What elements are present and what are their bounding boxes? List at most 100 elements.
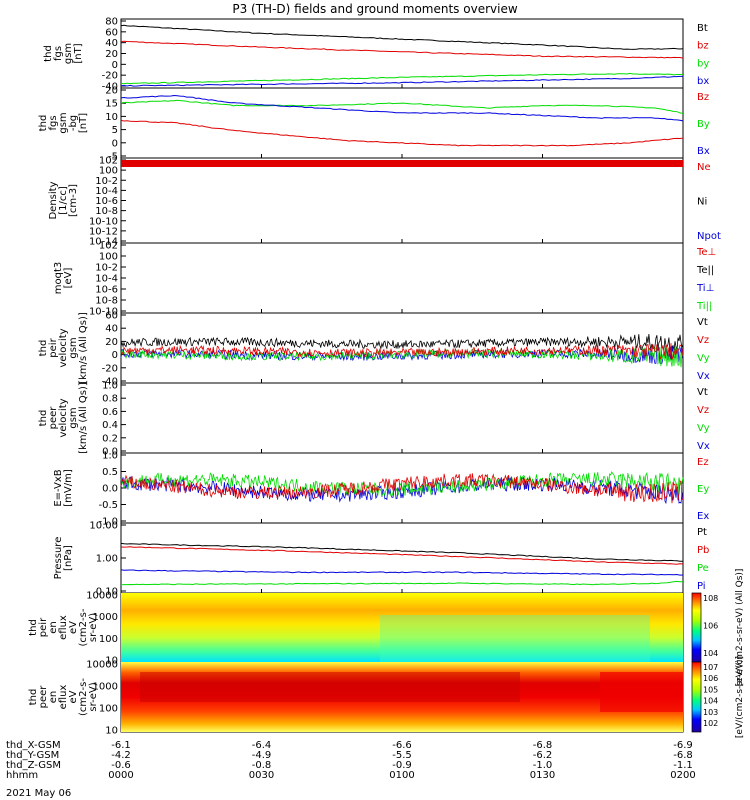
series-line-black	[120, 24, 684, 50]
colorbar-tick-label: 107	[703, 663, 718, 672]
colorbar-tick-label: 106	[703, 674, 718, 683]
peer-spectrogram-high-patch	[140, 672, 520, 702]
y-tick-label: 0.8	[102, 394, 118, 405]
series-line-red	[120, 40, 684, 59]
y-tick-label: 0	[112, 350, 118, 361]
y-axis-label-line: [nT]	[73, 43, 84, 63]
time-axis-value: 0030	[249, 770, 274, 781]
peir-colorbar	[691, 592, 702, 663]
y-tick-label: 5	[112, 125, 118, 136]
y-axis-label-line: [eV]	[63, 268, 74, 289]
density-saturated-band	[121, 160, 683, 167]
panel-efield: -1.0 -0.5 0.0 0.5 1.0 E=-VxB [mV/m] Ez Ey Ex	[53, 451, 709, 528]
legend-entry: Pb	[697, 545, 709, 556]
time-axis-value: -6.6	[392, 740, 412, 751]
legend-entry: Vx	[697, 371, 710, 382]
noise-trace-green	[120, 345, 684, 368]
y-axis-label-line: fgs	[53, 46, 64, 61]
y-axis-label-line: [km/s (All Qs)]	[78, 382, 89, 454]
colorbar-tick-label: 104	[703, 649, 718, 658]
y-tick-label: 0.5	[102, 467, 118, 478]
peer-spectrogram-late-patch	[600, 672, 683, 712]
legend-entry: Pe	[697, 563, 709, 574]
panel-frame	[120, 242, 684, 314]
panel-fgs_dsl: -5 0 5 10 15 20 thd fgs gsm -bg [nT] Bz By Bx	[38, 86, 710, 163]
legend-entry: Bz	[697, 92, 709, 103]
y-axis-label-line: sr-eV)	[88, 613, 99, 642]
colorbar-tick-label: 105	[703, 685, 718, 694]
panel-frame	[120, 522, 684, 594]
legend-entry: Vy	[697, 353, 710, 364]
legend-entry: Vz	[697, 405, 709, 416]
y-tick-label: 10	[105, 112, 118, 123]
legend-entry: Vx	[697, 441, 710, 452]
y-axis-label-line: Pressure	[53, 537, 64, 580]
y-axis-label-line: velocity	[58, 398, 69, 437]
legend-entry: Vt	[697, 387, 708, 398]
y-axis-label-line: peir	[38, 617, 49, 637]
y-tick-label: 0.0	[102, 484, 118, 495]
legend-entry: Te⊥	[696, 247, 716, 258]
legend-entry: Ni	[697, 197, 707, 208]
y-axis-label-line: thd	[38, 410, 49, 427]
y-tick-label: 10-6	[95, 285, 118, 296]
time-axis-value: -0.6	[111, 760, 131, 771]
time-axis-value: -4.2	[111, 750, 131, 761]
y-axis-label-line: peer	[38, 685, 49, 709]
legend-entry: Ne	[697, 162, 711, 173]
time-axis-value: -5.5	[392, 750, 412, 761]
y-axis-label-line: [mV/m]	[63, 469, 74, 507]
noise-traces	[120, 334, 684, 368]
colorbar-tick-label: 103	[703, 708, 718, 717]
y-axis-label-line: eflux	[58, 685, 69, 710]
time-axis-value: 0000	[108, 770, 133, 781]
panel-pressure: 0.10 1.00 10.00 Pressure [nPa] Pt Pb Pe Pi	[53, 521, 709, 598]
series-line-green	[120, 580, 683, 586]
time-axis-value: -0.8	[252, 760, 272, 771]
time-axis-value: -6.2	[533, 750, 553, 761]
y-axis-label-line: peer	[48, 406, 59, 430]
y-axis-label-line: peir	[48, 337, 59, 357]
time-axis-value: 0130	[530, 770, 555, 781]
time-axis-value: 0100	[389, 770, 414, 781]
y-tick-label: 15	[105, 99, 118, 110]
y-axis-label-line: [nPa]	[63, 545, 74, 571]
series-line-black	[120, 542, 684, 562]
series-line-green	[120, 99, 684, 114]
y-tick-label: 10000	[86, 660, 118, 671]
y-axis-label-line: (cm2-s-	[78, 678, 89, 716]
y-axis-label-line: sr-eV)	[88, 682, 99, 711]
y-axis-label-line: en	[48, 691, 59, 704]
legend-entry: Ti⊥	[696, 283, 714, 294]
peir-spectrogram-lowdens-patch	[380, 615, 650, 662]
panel-frame	[120, 312, 684, 384]
y-tick-label: 10.00	[89, 521, 118, 532]
y-axis-label-line: thd	[38, 115, 49, 132]
time-axis-row-label: thd_Z-GSM	[6, 760, 61, 771]
panel-frame	[120, 87, 684, 159]
y-tick-label: -0.5	[98, 500, 118, 511]
series-line-blue	[120, 569, 684, 576]
peer-colorbar	[691, 661, 702, 733]
y-tick-label: 0	[112, 60, 118, 71]
time-axis-value: -1.1	[673, 760, 693, 771]
y-tick-label: 20	[105, 49, 118, 60]
time-axis-row-label: thd_Y-GSM	[6, 750, 59, 761]
overlays-group	[121, 160, 702, 733]
y-tick-label: 10-10	[89, 216, 118, 227]
time-axis-value: -6.9	[673, 740, 693, 751]
noise-trace-black	[120, 334, 684, 352]
y-tick-label: 0.2	[102, 433, 118, 444]
y-axis-label-line: thd	[28, 619, 39, 636]
noise-trace-blue	[120, 346, 684, 365]
y-tick-label: 10-8	[95, 296, 118, 307]
y-tick-label: 1.0	[102, 381, 118, 392]
y-tick-label: 10-14	[89, 237, 118, 248]
y-axis-label-line: [km/s (All Qs)]	[78, 312, 89, 384]
y-axis-label-line: gsm	[63, 43, 74, 64]
y-tick-label: 100	[99, 704, 118, 715]
y-tick-label: 60	[105, 311, 118, 322]
time-axis-value: -1.0	[533, 760, 553, 771]
